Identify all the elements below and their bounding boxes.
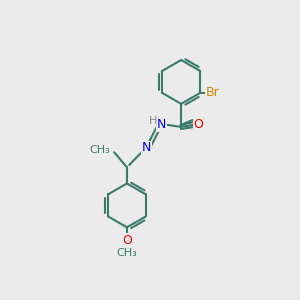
Text: O: O xyxy=(122,233,132,247)
Text: N: N xyxy=(157,118,166,131)
Text: N: N xyxy=(142,141,151,154)
Text: Br: Br xyxy=(206,86,220,99)
Text: H: H xyxy=(148,116,157,126)
Text: CH₃: CH₃ xyxy=(89,146,110,155)
Text: O: O xyxy=(194,118,203,131)
Text: CH₃: CH₃ xyxy=(116,248,137,258)
